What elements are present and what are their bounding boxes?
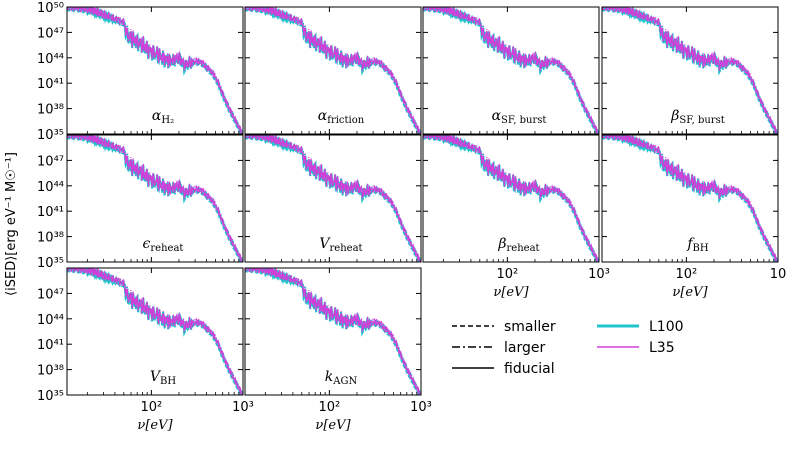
x-tick-label: 10³	[588, 267, 610, 282]
legend-label-smaller: smaller	[504, 319, 556, 335]
panel-label: kAGN	[325, 369, 358, 387]
panel-label: VBH	[150, 369, 176, 387]
x-tick-label: 10³	[410, 400, 432, 415]
panel-frame	[66, 267, 244, 396]
y-tick-label: 10⁴⁴	[37, 180, 64, 195]
y-tick-label: 10⁴¹	[37, 205, 64, 220]
legend-label-larger: larger	[504, 340, 545, 356]
x-tick-label: 10²	[675, 267, 697, 282]
series-L35-fiducial	[67, 135, 243, 262]
panel-lines	[245, 135, 421, 262]
panel-lines	[602, 135, 778, 262]
panel-frame	[66, 6, 244, 135]
y-tick-label: 10⁴⁷	[37, 154, 64, 169]
y-tick-label: 10³⁵	[37, 128, 64, 143]
series-L35-fiducial	[245, 7, 421, 134]
panel-label: αSF, burst	[492, 108, 547, 126]
series-L35-fiducial	[67, 7, 243, 134]
y-tick-label: 10⁴⁷	[37, 26, 64, 41]
series-L35-fiducial	[602, 135, 778, 262]
y-tick-label: 10⁵⁰	[37, 1, 64, 16]
y-tick-label: 10³⁵	[37, 256, 64, 271]
y-tick-label: 10³⁸	[37, 364, 64, 379]
legend-label-L100: L100	[649, 319, 684, 335]
x-axis-label: ν[eV]	[315, 418, 351, 433]
y-tick-label: 10⁴¹	[37, 77, 64, 92]
x-tick-label: 10²	[318, 400, 340, 415]
y-axis-label: ⟨iSED⟩[erg eV⁻¹ M☉⁻¹]	[4, 152, 19, 296]
panel-label: αH₂	[152, 108, 174, 126]
panel-lines	[245, 268, 421, 395]
series-L35-larger	[71, 135, 243, 262]
series-L35-fiducial	[423, 7, 599, 134]
x-tick-label: 10²	[140, 400, 162, 415]
panel-2: αSF, burst	[422, 6, 600, 135]
panel-label: βSF, burst	[670, 108, 724, 126]
panel-8: 10⁴⁷ 10⁴⁴ 10⁴¹ 10³⁸ 10³⁵ 10² 10³ ν[eV] VBH	[37, 267, 254, 433]
panel-lines	[67, 7, 243, 134]
panel-1: αfriction	[244, 6, 422, 135]
series-L35-fiducial	[245, 268, 421, 395]
x-tick-label: 10	[770, 267, 787, 282]
y-tick-label: 10⁴⁷	[37, 287, 64, 302]
legend-label-L35: L35	[649, 340, 675, 356]
panel-6: 10² 10³ ν[eV] βreheat	[422, 134, 610, 300]
y-tick-label: 10⁴¹	[37, 338, 64, 353]
y-tick-label: 10³⁵	[37, 389, 64, 404]
legend-label-fiducial: fiducial	[504, 361, 555, 377]
panels-group: 10⁵⁰ 10⁴⁷ 10⁴⁴ 10⁴¹ 10³⁸ 10³⁵ αH₂ αfriction αSF,…	[37, 1, 786, 433]
series-L35-larger	[427, 7, 599, 134]
x-axis-label: ν[eV]	[672, 285, 708, 300]
panel-7: 10² 10 ν[eV] fBH	[601, 134, 787, 300]
panel-frame	[66, 134, 244, 263]
x-axis-label: ν[eV]	[137, 418, 173, 433]
panel-9: 10² 10³ ν[eV] kAGN	[244, 267, 432, 433]
panel-label: Vreheat	[319, 236, 362, 254]
panel-lines	[602, 7, 778, 134]
panel-frame	[244, 134, 422, 263]
panel-5: Vreheat	[244, 134, 422, 263]
x-axis-label: ν[eV]	[493, 285, 529, 300]
panel-label: βreheat	[497, 236, 539, 254]
panel-frame	[244, 267, 422, 396]
series-L35-fiducial	[423, 135, 599, 262]
series-L35-larger	[606, 7, 778, 134]
y-tick-label: 10⁴⁴	[37, 313, 64, 328]
y-tick-label: 10³⁸	[37, 103, 64, 118]
panel-frame	[244, 6, 422, 135]
y-tick-label: 10³⁸	[37, 231, 64, 246]
panel-lines	[245, 7, 421, 134]
panel-frame	[601, 6, 779, 135]
panel-3: βSF, burst	[601, 6, 779, 135]
series-L35-larger	[427, 135, 599, 262]
panel-label: fBH	[686, 236, 709, 254]
series-L35-larger	[71, 7, 243, 134]
legend: smaller larger fiducial L100 L35	[452, 319, 684, 377]
panel-lines	[423, 135, 599, 262]
panel-lines	[423, 7, 599, 134]
panel-lines	[67, 268, 243, 395]
x-tick-label: 10²	[496, 267, 518, 282]
panel-label: αfriction	[318, 108, 365, 126]
panel-frame	[422, 6, 600, 135]
x-tick-label: 10³	[232, 400, 254, 415]
panel-0: 10⁵⁰ 10⁴⁷ 10⁴⁴ 10⁴¹ 10³⁸ 10³⁵ αH₂	[37, 1, 244, 143]
series-L35-larger	[71, 268, 243, 395]
series-L35-larger	[249, 7, 421, 134]
series-L35-fiducial	[602, 7, 778, 134]
series-L35-fiducial	[245, 135, 421, 262]
series-L35-larger	[249, 135, 421, 262]
panel-4: 10⁴⁷ 10⁴⁴ 10⁴¹ 10³⁸ 10³⁵ ϵreheat	[37, 134, 244, 271]
series-L35-larger	[249, 268, 421, 395]
series-L35-fiducial	[67, 268, 243, 395]
panel-frame	[422, 134, 600, 263]
series-L35-larger	[606, 135, 778, 262]
y-tick-label: 10⁴⁴	[37, 52, 64, 67]
panel-frame	[601, 134, 779, 263]
panel-lines	[67, 135, 243, 262]
panel-label: ϵreheat	[143, 236, 184, 254]
